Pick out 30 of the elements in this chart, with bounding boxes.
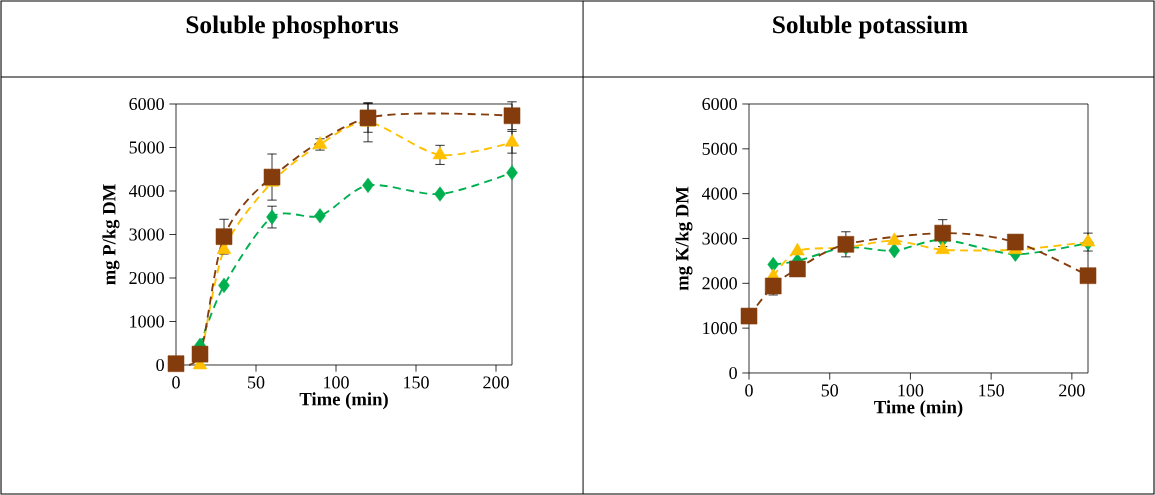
- y-tick-label: 5000: [702, 142, 737, 155]
- y-tick-label: 0: [156, 358, 164, 372]
- x-axis-title: Time (min): [299, 392, 388, 410]
- y-axis-title: mg P/kg DM: [102, 184, 120, 285]
- y-tick-label: 2000: [702, 277, 737, 290]
- x-tick-label: 50: [821, 384, 839, 397]
- x-tick-label: 100: [898, 384, 924, 397]
- x-tick-label: 150: [404, 376, 429, 389]
- y-tick-label: 1000: [130, 315, 164, 328]
- y-tick-label: 5000: [129, 141, 164, 154]
- x-tick-label: 150: [979, 384, 1004, 397]
- x-tick-label: 0: [745, 384, 753, 397]
- x-tick-label: 200: [1059, 384, 1085, 397]
- chart-title: Soluble potassium: [773, 15, 968, 39]
- chart-title: Soluble phosphorus: [186, 15, 399, 39]
- y-axis-title: mg K/kg DM: [675, 186, 693, 291]
- y-tick-label: 6000: [702, 97, 737, 111]
- x-tick-label: 100: [324, 376, 349, 389]
- y-tick-label: 0: [729, 366, 737, 380]
- y-tick-label: 4000: [701, 187, 737, 200]
- y-tick-label: 4000: [128, 184, 164, 198]
- x-axis-title: Time (min): [874, 400, 963, 418]
- y-tick-label: 1000: [703, 322, 737, 335]
- y-tick-label: 3000: [702, 232, 737, 245]
- y-tick-label: 6000: [129, 97, 164, 111]
- x-tick-label: 200: [483, 376, 509, 389]
- y-tick-label: 3000: [129, 228, 164, 241]
- x-tick-label: 50: [248, 376, 265, 389]
- y-tick-label: 2000: [129, 271, 164, 285]
- x-tick-label: 0: [172, 376, 180, 389]
